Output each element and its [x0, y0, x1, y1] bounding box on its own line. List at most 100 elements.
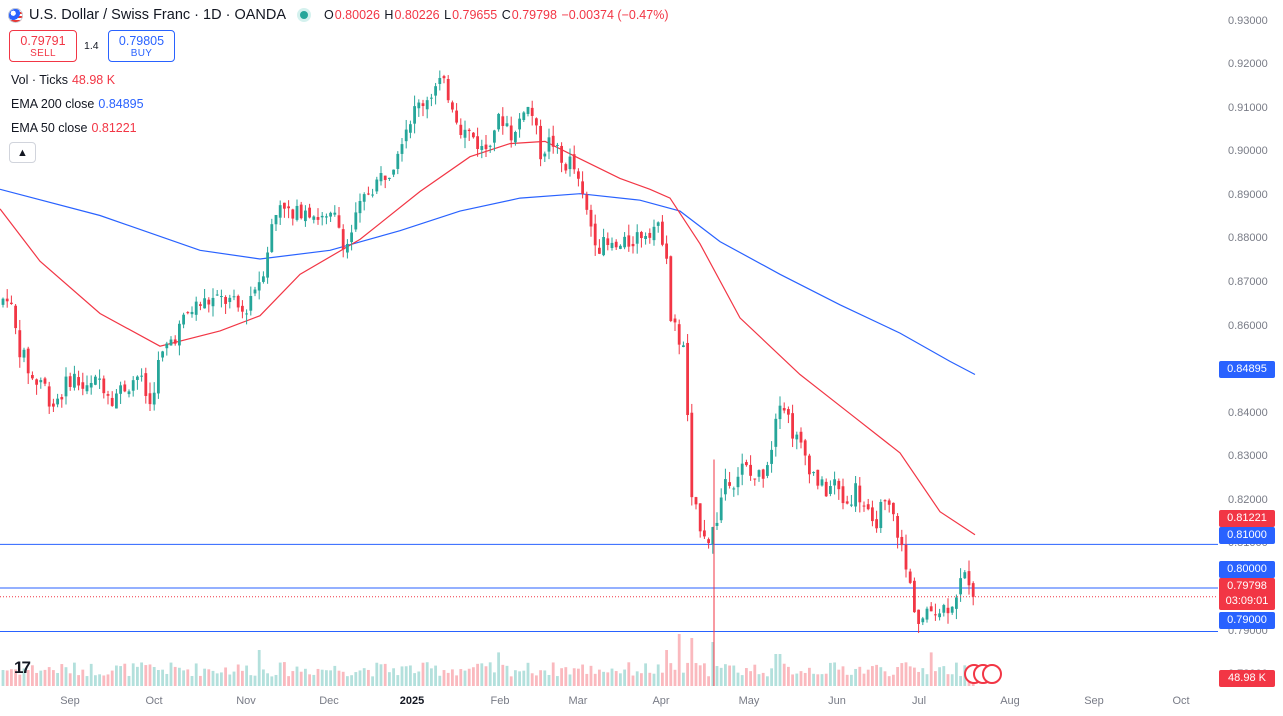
candle-body	[60, 397, 64, 400]
volume-bar	[854, 668, 857, 686]
volume-bar	[606, 672, 610, 686]
volume-bar	[417, 671, 421, 686]
volume-bar	[493, 672, 496, 686]
candle-body	[896, 516, 899, 538]
volume-bar	[841, 666, 845, 686]
candle-body	[253, 289, 257, 294]
candle-body	[68, 376, 72, 387]
tradingview-logo-icon[interactable]: 17	[14, 658, 31, 677]
volume-bar	[501, 664, 505, 686]
volume-bar	[459, 669, 463, 686]
indicator-ema50[interactable]: EMA 50 close 0.81221	[11, 121, 137, 135]
candle-body	[871, 507, 874, 522]
volume-bar	[341, 671, 345, 686]
volume-bar	[266, 673, 269, 686]
volume-bar	[89, 663, 93, 686]
candle-body	[661, 221, 664, 245]
volume-bar	[791, 674, 794, 686]
volume-bar	[299, 671, 303, 686]
candle-body	[308, 207, 311, 218]
volume-bar	[123, 663, 127, 686]
candle-body	[85, 385, 89, 392]
candle-body	[136, 376, 139, 380]
candle-body	[115, 393, 118, 409]
candle-body	[585, 194, 589, 210]
candle-body	[127, 391, 131, 395]
volume-bar	[333, 665, 337, 686]
time-tick-label: Jul	[911, 695, 927, 707]
candle-body	[220, 296, 223, 298]
volume-bar	[522, 670, 526, 686]
candle-body	[833, 479, 836, 486]
candle-body	[879, 501, 883, 529]
buy-button[interactable]: 0.79805 BUY	[108, 30, 175, 62]
volume-bar	[551, 662, 555, 686]
volume-bar	[942, 666, 946, 686]
volume-bar	[404, 666, 408, 686]
candle-body	[173, 339, 177, 344]
volume-bar	[732, 665, 736, 686]
volume-bar	[169, 662, 173, 686]
candle-body	[602, 237, 605, 256]
volume-bar	[824, 673, 828, 686]
candle-body	[81, 382, 85, 389]
candle-body	[94, 376, 97, 385]
candle-body	[866, 504, 870, 510]
volume-bar	[535, 675, 538, 686]
candle-body	[157, 359, 160, 394]
symbol-title[interactable]: U.S. Dollar / Swiss Franc · 1D · OANDA	[29, 7, 287, 23]
indicator-ema200[interactable]: EMA 200 close 0.84895	[11, 97, 144, 111]
candle-body	[556, 144, 559, 146]
volume-bar	[795, 673, 799, 686]
candle-body	[732, 488, 736, 490]
volume-bar	[350, 675, 353, 686]
candlesticks[interactable]	[1, 70, 975, 686]
high-label: H	[384, 8, 394, 22]
candle-body	[383, 175, 387, 180]
volume-bar	[190, 676, 194, 686]
volume-bar	[161, 669, 164, 686]
candle-body	[442, 76, 446, 79]
candle-body	[371, 194, 374, 196]
volume-bar	[837, 669, 841, 686]
candle-body	[73, 373, 76, 388]
indicator-volume-name: Vol · Ticks	[11, 73, 68, 87]
volume-bar	[787, 666, 790, 686]
time-tick-label: Apr	[652, 695, 670, 707]
volume-bar	[850, 674, 853, 686]
time-tick-label: Dec	[319, 695, 339, 707]
candle-body	[64, 376, 68, 397]
indicator-volume[interactable]: Vol · Ticks 48.98 K	[11, 73, 115, 87]
candle-body	[635, 232, 639, 244]
volume-bar	[94, 675, 97, 686]
volume-bar	[178, 667, 181, 686]
candle-body	[320, 215, 324, 218]
candle-body	[392, 169, 395, 175]
candle-body	[245, 313, 248, 315]
volume-bar	[862, 673, 866, 686]
sell-button[interactable]: 0.79791 SELL	[9, 30, 77, 62]
change-value: −0.00374 (−0.47%)	[561, 8, 669, 22]
horizontal-levels[interactable]	[0, 543, 1218, 633]
volume-bar	[165, 673, 169, 686]
volume-bar	[803, 672, 807, 686]
volume-badge: 48.98 K	[1219, 670, 1275, 687]
volume-bar	[400, 666, 404, 686]
candle-body	[925, 608, 929, 620]
volume-bar	[60, 664, 64, 686]
candle-body	[131, 380, 135, 391]
candle-body	[850, 504, 853, 506]
candle-body	[589, 209, 593, 227]
sell-label: SELL	[30, 47, 56, 59]
candle-body	[934, 614, 937, 616]
candle-body	[770, 449, 773, 464]
volume-bar	[829, 662, 832, 686]
collapse-legend-button[interactable]: ▲	[9, 142, 36, 163]
candle-body	[782, 408, 786, 411]
candle-body	[955, 597, 958, 609]
candle-body	[677, 324, 681, 345]
candle-body	[560, 145, 563, 163]
time-tick-label: Mar	[568, 695, 588, 707]
economic-events-icon[interactable]	[964, 664, 1002, 686]
